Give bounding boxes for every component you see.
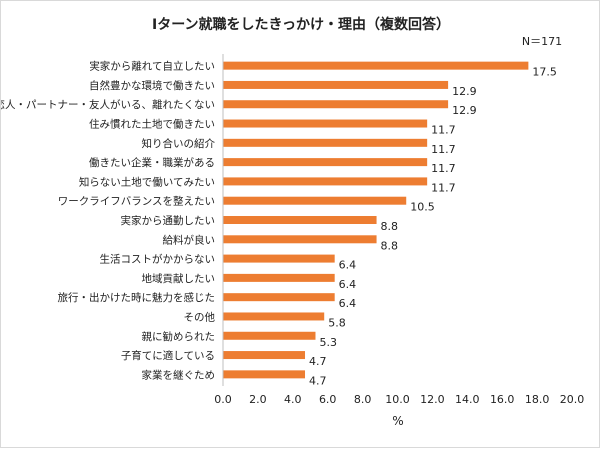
bar <box>223 80 449 89</box>
value-label: 5.3 <box>319 336 337 349</box>
bar <box>223 119 428 128</box>
category-label: 実家から離れて自立したい <box>89 60 215 73</box>
bar <box>223 61 529 70</box>
value-label: 11.7 <box>431 162 456 175</box>
sample-size-note: N＝171 <box>522 35 562 48</box>
bar <box>223 235 377 244</box>
bar <box>223 196 407 205</box>
value-label: 6.4 <box>339 278 357 291</box>
category-label: 生活コストがかからない <box>100 253 216 266</box>
bar <box>223 177 428 186</box>
bar <box>223 100 449 109</box>
category-label: 地域貢献したい <box>142 272 216 285</box>
bar <box>223 370 306 379</box>
category-label: その他 <box>184 310 216 323</box>
x-tick-label: 20.0 <box>560 393 585 406</box>
value-label: 5.8 <box>328 316 346 329</box>
value-label: 10.5 <box>410 201 435 214</box>
bar <box>223 273 335 282</box>
value-label: 12.9 <box>452 104 477 117</box>
category-label: 給料が良い <box>163 233 216 246</box>
x-tick-label: 6.0 <box>319 393 337 406</box>
chart-title: Iターン就職をしたきっかけ・理由（複数回答） <box>152 16 450 33</box>
category-label: 働きたい企業・職業がある <box>89 156 215 169</box>
x-tick-label: 16.0 <box>490 393 515 406</box>
x-tick-label: 8.0 <box>354 393 372 406</box>
value-label: 6.4 <box>339 297 357 310</box>
x-tick-label: 12.0 <box>420 393 445 406</box>
category-label: ワークライフバランスを整えたい <box>58 195 215 208</box>
value-label: 11.7 <box>431 143 456 156</box>
bar <box>223 216 377 224</box>
x-tick-label: 2.0 <box>249 393 267 406</box>
value-label: 4.7 <box>309 355 327 368</box>
value-label: 8.8 <box>381 220 399 233</box>
bar <box>223 254 335 263</box>
bar <box>223 351 306 360</box>
x-tick-label: 0.0 <box>214 393 232 406</box>
category-label: 知らない土地で働いてみたい <box>79 175 215 188</box>
bars-group: 実家から離れて自立したい 17.5 自然豊かな環境で働きたい 12.9 恋人・パートナー… <box>1 60 557 388</box>
bar <box>223 331 316 340</box>
value-label: 6.4 <box>339 259 357 272</box>
category-label: 親に勧められた <box>142 330 216 343</box>
value-label: 4.7 <box>309 374 327 387</box>
value-label: 12.9 <box>452 85 477 98</box>
category-label: 知り合いの紹介 <box>142 137 216 150</box>
bar <box>223 158 428 167</box>
x-tick-label: 18.0 <box>525 393 550 406</box>
x-tick-label: 10.0 <box>385 393 410 406</box>
value-label: 11.7 <box>431 124 456 137</box>
bar <box>223 293 335 302</box>
value-label: 17.5 <box>532 66 557 79</box>
bar <box>223 312 325 321</box>
x-tick-label: 14.0 <box>455 393 480 406</box>
value-label: 8.8 <box>381 239 399 252</box>
x-tick-label: 4.0 <box>284 393 302 406</box>
category-label: 家業を継ぐため <box>142 368 216 381</box>
category-label: 住み慣れた土地で働きたい <box>89 118 215 131</box>
category-label: 子育てに適している <box>121 349 215 362</box>
bar <box>223 138 428 147</box>
category-label: 自然豊かな環境で働きたい <box>89 79 215 92</box>
value-label: 11.7 <box>431 181 456 194</box>
category-label: 旅行・出かけた時に魅力を感じた <box>58 291 216 304</box>
category-label: 恋人・パートナー・友人がいる、離れたくない <box>1 98 215 111</box>
x-tick-group: 0.0 2.0 4.0 6.0 8.0 10.0 12.0 14.0 16.0 18.0 20.0 <box>214 393 584 406</box>
x-axis-label: % <box>392 414 403 428</box>
category-label: 実家から通勤したい <box>121 214 216 227</box>
